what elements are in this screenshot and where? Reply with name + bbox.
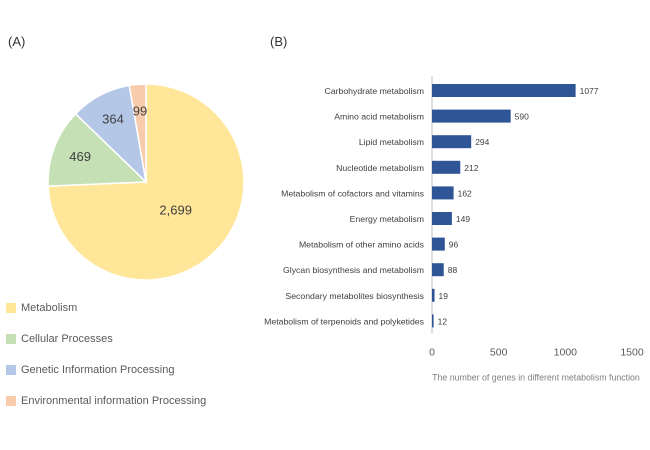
legend-label: Cellular Processes: [21, 333, 113, 345]
category-label: Secondary metabolites biosynthesis: [285, 291, 424, 301]
bar-value-label: 212: [464, 163, 478, 173]
category-label: Glycan biosynthesis and metabolism: [283, 265, 424, 275]
pie-value-label: 99: [133, 104, 147, 119]
pie-slice-environmental-information-processing: [128, 83, 147, 183]
bar-value-label: 96: [449, 240, 459, 250]
bar-value-label: 294: [475, 137, 489, 147]
category-label: Carbohydrate metabolism: [325, 86, 424, 96]
category-label: Metabolism of other amino acids: [299, 240, 425, 250]
legend-item-environmental-information-processing: Environmental information Processing: [6, 393, 206, 409]
pie-value-label: 364: [102, 112, 124, 127]
x-tick-label: 0: [429, 346, 435, 358]
panel-b-label: (B): [270, 34, 288, 49]
pie-value-label: 2,699: [159, 203, 192, 218]
legend-label: Genetic Information Processing: [21, 364, 175, 376]
category-label: Nucleotide metabolism: [336, 163, 424, 173]
pie-value-label: 469: [69, 149, 91, 164]
bar-carbohydrate-metabolism: [432, 84, 576, 97]
bar-energy-metabolism: [432, 212, 452, 225]
legend-swatch: [6, 334, 16, 344]
pie-legend: Metabolism Cellular Processes Genetic Info…: [6, 300, 206, 424]
bar-value-label: 149: [456, 214, 470, 224]
bar-amino-acid-metabolism: [432, 109, 511, 123]
bar-secondary-metabolites-biosynthesis: [432, 288, 435, 302]
bar-value-label: 19: [439, 291, 449, 301]
category-label: Metabolism of terpenoids and polyketides: [264, 316, 425, 326]
bar-value-label: 88: [448, 265, 458, 275]
panel-a-label: (A): [8, 34, 26, 49]
category-label: Metabolism of cofactors and vitamins: [281, 188, 425, 198]
bar-metabolism-of-terpenoids-and-polyketides: [432, 314, 434, 328]
category-label: Amino acid metabolism: [334, 112, 424, 122]
x-tick-label: 500: [490, 346, 508, 358]
bar-value-label: 590: [515, 112, 529, 122]
legend-item-metabolism: Metabolism: [6, 300, 206, 316]
x-tick-label: 1000: [554, 346, 578, 358]
x-tick-label: 1500: [620, 346, 644, 358]
legend-swatch: [6, 303, 16, 313]
bar-value-label: 1077: [580, 86, 599, 96]
bar-metabolism-of-cofactors-and-vitamins: [432, 186, 454, 200]
bar-value-label: 162: [458, 188, 472, 198]
pie-chart: 2,699 469 364 99: [47, 83, 245, 281]
legend-label: Environmental information Processing: [21, 395, 207, 407]
legend-swatch: [6, 396, 16, 406]
bar-glycan-biosynthesis-and-metabolism: [432, 263, 444, 277]
bar-chart: Carbohydrate metabolism 1077 Amino acid me…: [264, 76, 644, 382]
pie-slice-cellular-processes: [47, 112, 148, 187]
bar-lipid-metabolism: [432, 135, 472, 149]
category-label: Lipid metabolism: [359, 137, 424, 147]
legend-swatch: [6, 365, 16, 375]
bar-value-label: 12: [438, 316, 448, 326]
legend-item-cellular-processes: Cellular Processes: [6, 331, 206, 347]
bar-nucleotide-metabolism: [432, 160, 461, 174]
category-label: Energy metabolism: [350, 214, 424, 224]
bar-metabolism-of-other-amino-acids: [432, 237, 445, 251]
legend-item-genetic-information-processing: Genetic Information Processing: [6, 362, 206, 378]
x-axis-label: The number of genes in different metabol…: [432, 372, 640, 382]
legend-label: Metabolism: [21, 302, 78, 314]
